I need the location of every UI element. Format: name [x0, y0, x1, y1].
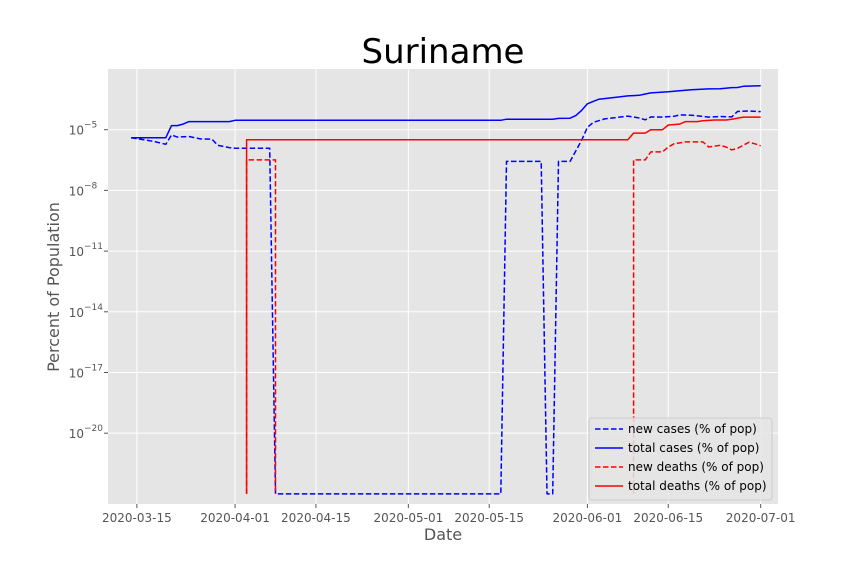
x-axis-label: Date: [424, 525, 462, 544]
x-tick-label: 2020-04-15: [281, 511, 351, 525]
series-line-0: [130, 110, 761, 495]
y-tick-exponent: −8: [84, 181, 98, 191]
x-tick-label: 2020-04-01: [200, 511, 270, 525]
y-tick-base: 10: [69, 184, 84, 198]
x-tick-label: 2020-06-01: [553, 511, 623, 525]
y-tick-label: 10 −14: [69, 303, 104, 320]
x-tick-label: 2020-03-15: [102, 511, 172, 525]
legend-label: total deaths (% of pop): [628, 479, 767, 493]
y-tick-exponent: −5: [84, 121, 97, 131]
y-tick-exponent: −20: [84, 424, 103, 434]
y-tick-base: 10: [69, 306, 84, 320]
y-tick-base: 10: [69, 427, 84, 441]
y-tick-base: 10: [69, 366, 84, 380]
y-tick-exponent: −17: [84, 363, 103, 373]
y-tick-label: 10 −20: [69, 424, 104, 441]
y-tick-base: 10: [69, 245, 84, 259]
series-line-1: [131, 84, 761, 139]
x-tick-label: 2020-06-15: [633, 511, 703, 525]
legend-label: new cases (% of pop): [628, 422, 757, 436]
legend-label: total cases (% of pop): [628, 441, 759, 455]
x-axis-ticks: 2020-03-15 2020-04-01 2020-04-15 2020-05-01…: [102, 504, 796, 525]
series-line-3: [245, 116, 761, 494]
legend: new cases (% of pop) total cases (% of po…: [588, 417, 773, 501]
x-tick-label: 2020-05-15: [454, 511, 524, 525]
x-tick-label: 2020-05-01: [373, 511, 443, 525]
y-tick-exponent: −11: [84, 242, 103, 252]
chart-title: Suriname: [362, 32, 525, 72]
y-tick-label: 10 −8: [69, 181, 98, 198]
legend-label: new deaths (% of pop): [628, 460, 764, 474]
y-tick-label: 10 −17: [69, 363, 103, 380]
series-line-2: [245, 141, 761, 494]
y-tick-label: 10 −5: [69, 121, 98, 138]
series-group: [130, 84, 761, 495]
y-tick-label: 10 −11: [69, 242, 103, 259]
y-axis-label: Percent of Population: [44, 202, 63, 372]
y-tick-base: 10: [69, 124, 84, 138]
y-tick-exponent: −14: [84, 303, 103, 313]
grid: [108, 69, 778, 504]
legend-frame: [588, 417, 773, 501]
x-tick-label: 2020-07-01: [726, 511, 796, 525]
